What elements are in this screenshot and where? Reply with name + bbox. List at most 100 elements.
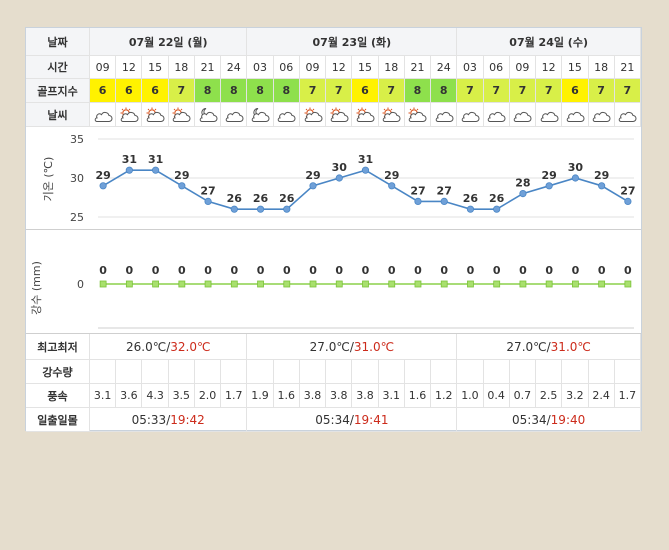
max-temp-3: 31.0℃ xyxy=(550,339,591,354)
temp-point xyxy=(388,182,396,190)
cloudy-icon xyxy=(273,103,300,127)
temp-data-label: 31 xyxy=(358,153,373,166)
rain-point xyxy=(362,280,369,288)
temp-point xyxy=(440,197,448,206)
rain-data-label: 0 xyxy=(309,264,317,277)
temp-data-label: 28 xyxy=(515,177,530,190)
temp-point xyxy=(256,205,265,213)
rain-data-label: 0 xyxy=(126,264,134,277)
minmax-day-3: 27.0℃/31.0℃ xyxy=(457,334,641,360)
wind-speed-cell: 3.8 xyxy=(299,384,327,408)
rainfall-cell xyxy=(299,360,327,384)
rain-data-label: 0 xyxy=(624,264,632,277)
temp-point xyxy=(283,205,291,213)
temp-data-label: 29 xyxy=(542,169,557,182)
rain-point xyxy=(388,280,396,288)
golf-index-cell: 7 xyxy=(457,79,484,103)
golf-index-cell: 8 xyxy=(221,79,248,103)
rain-data-label: 0 xyxy=(467,264,475,277)
day-header-3: 07월 24일 (수) xyxy=(457,28,641,56)
wind-speed-cell: 3.5 xyxy=(168,384,195,408)
partly-sunny-icon xyxy=(404,103,432,127)
rainfall-cell xyxy=(352,360,379,384)
rainfall-cell xyxy=(221,360,248,384)
rainfall-cell xyxy=(194,360,222,384)
cloudy-icon xyxy=(614,103,641,127)
rainfall-cell xyxy=(142,360,169,384)
rain-data-label: 0 xyxy=(598,264,606,277)
hour-cell: 12 xyxy=(326,56,353,79)
wind-speed-cell: 3.8 xyxy=(352,384,379,408)
temp-data-label: 27 xyxy=(437,184,452,197)
partly-sunny-icon xyxy=(378,103,405,127)
temp-point xyxy=(125,166,133,174)
rain-point xyxy=(283,280,291,288)
temp-point xyxy=(178,182,186,190)
rain-data-label: 0 xyxy=(572,264,580,277)
date-label: 날짜 xyxy=(26,28,90,56)
rain-point xyxy=(204,280,212,288)
partly-sunny-icon xyxy=(116,103,143,127)
temperature-chart: 기온 (℃) 25 30 35 29 31 31 29 27 26 26 26 29 30 31 29 27 2… xyxy=(26,127,641,230)
hour-cell: 15 xyxy=(352,56,379,79)
rainfall-cell xyxy=(536,360,563,384)
golf-index-cell: 6 xyxy=(142,79,169,103)
rainfall-cell xyxy=(431,360,458,384)
partly-sunny-icon xyxy=(142,103,169,127)
rain-point xyxy=(519,280,527,288)
rain-point xyxy=(467,280,474,288)
sunset-1: 19:42 xyxy=(170,412,205,427)
cloudy-icon xyxy=(588,103,615,127)
temp-tick-label: 25 xyxy=(70,211,84,224)
hour-cell: 24 xyxy=(221,56,248,79)
day-header-1: 07월 22일 (월) xyxy=(90,28,248,56)
golf-index-cell: 8 xyxy=(404,79,432,103)
hour-cell: 09 xyxy=(299,56,327,79)
temp-data-label: 29 xyxy=(95,169,110,182)
rainfall-cell xyxy=(457,360,484,384)
rainfall-axis-label: 강수 (mm) xyxy=(30,261,43,315)
rain-data-label: 0 xyxy=(545,264,553,277)
rainfall-cell xyxy=(509,360,537,384)
temp-point xyxy=(204,197,212,206)
wind-speed-cell: 0.7 xyxy=(509,384,537,408)
temp-point xyxy=(624,197,632,206)
golf-index-cell: 7 xyxy=(509,79,537,103)
cloudy-icon xyxy=(509,103,537,127)
hour-cell: 12 xyxy=(116,56,143,79)
rain-data-label: 0 xyxy=(519,264,527,277)
temp-data-label: 31 xyxy=(122,153,137,166)
golf-index-cell: 8 xyxy=(194,79,222,103)
minmax-day-2: 27.0℃/31.0℃ xyxy=(247,334,458,360)
wind-speed-cell: 0.4 xyxy=(483,384,510,408)
wind-speed-cell: 2.4 xyxy=(588,384,615,408)
temp-tick-label: 35 xyxy=(70,133,84,146)
rain-point xyxy=(545,280,553,288)
partly-sunny-icon xyxy=(352,103,379,127)
temp-point xyxy=(335,174,343,182)
golf-index-cell: 8 xyxy=(431,79,458,103)
wind-speed-cell: 1.2 xyxy=(431,384,458,408)
golf-index-cell: 8 xyxy=(247,79,274,103)
hour-cell: 06 xyxy=(483,56,510,79)
rainfall-cell xyxy=(378,360,405,384)
minmax-day-1: 26.0℃/32.0℃ xyxy=(90,334,248,360)
rainfall-cell xyxy=(326,360,353,384)
cloudy-icon xyxy=(536,103,563,127)
cloudy-icon xyxy=(562,103,589,127)
min-temp-3: 27.0℃ xyxy=(506,339,547,354)
max-temp-1: 32.0℃ xyxy=(170,339,211,354)
sun-day-1: 05:33/19:42 xyxy=(90,408,248,432)
hour-cell: 06 xyxy=(273,56,300,79)
rain-data-label: 0 xyxy=(493,264,501,277)
rainfall-cell xyxy=(404,360,432,384)
hour-cell: 09 xyxy=(509,56,537,79)
wind-label: 풍속 xyxy=(26,384,90,408)
temp-point xyxy=(151,166,160,174)
rain-data-label: 0 xyxy=(388,264,396,277)
temp-data-label: 29 xyxy=(594,169,609,182)
golf-index-cell: 7 xyxy=(483,79,510,103)
rainfall-cell xyxy=(614,360,641,384)
rain-data-label: 0 xyxy=(257,264,265,277)
temp-point xyxy=(519,189,527,198)
